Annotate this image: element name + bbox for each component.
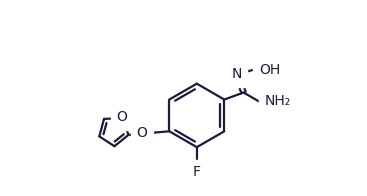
Text: NH₂: NH₂ [264, 94, 291, 108]
Text: O: O [136, 126, 147, 140]
Text: F: F [193, 165, 201, 179]
Text: N: N [231, 67, 242, 81]
Text: OH: OH [259, 63, 280, 76]
Text: O: O [116, 110, 127, 124]
